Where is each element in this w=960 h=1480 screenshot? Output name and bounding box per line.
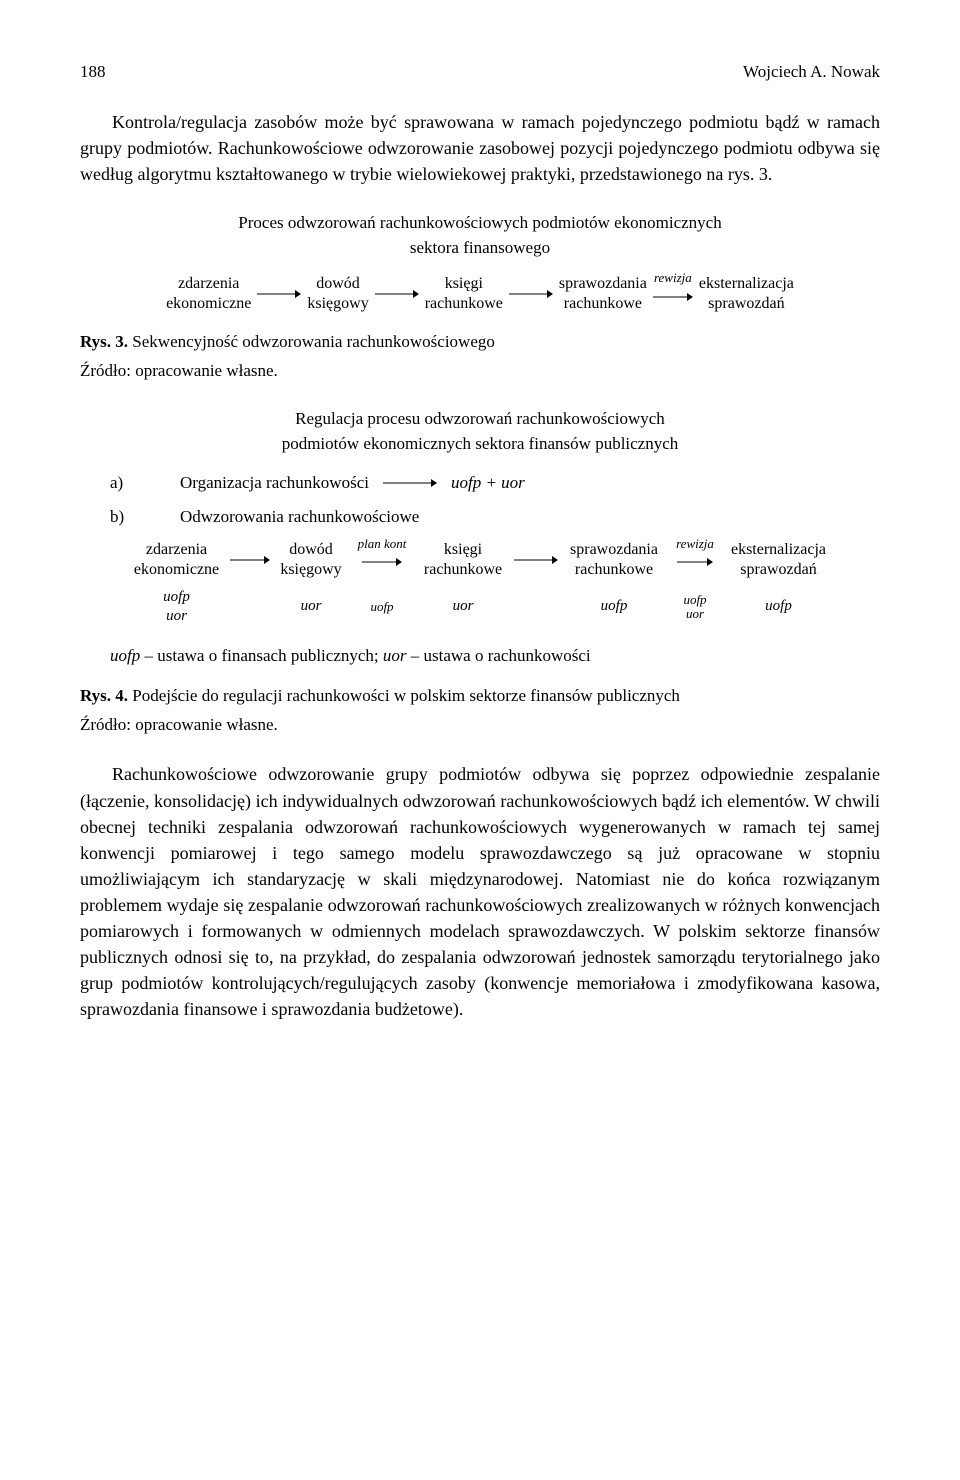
item-a-letter: a) xyxy=(80,471,180,496)
diagram2-legend: uofp – ustawa o finansach publicznych; u… xyxy=(110,644,880,669)
d2-n3-l2: rachunkowe xyxy=(424,561,502,578)
d1-node-events: zdarzenia ekonomiczne xyxy=(166,274,251,314)
legend-uor: uor xyxy=(383,646,407,665)
paragraph-1: Kontrola/regulacja zasobów może być spra… xyxy=(80,109,880,187)
author-name: Wojciech A. Nowak xyxy=(743,60,880,85)
arrow-icon xyxy=(383,478,437,488)
d2-sub1: uofp uor xyxy=(129,588,224,626)
page-number: 188 xyxy=(80,60,106,85)
diagram2-flow-block: zdarzenia ekonomiczne dowód księgowy pla… xyxy=(80,540,880,626)
diagram2-title-line1: Regulacja procesu odwzorowań rachunkowoś… xyxy=(295,409,665,428)
arrow-icon xyxy=(514,555,558,565)
legend-uofp: uofp xyxy=(110,646,140,665)
arrow-icon xyxy=(677,557,713,567)
d1-n1-l2: ekonomiczne xyxy=(166,295,251,312)
d1-n4-l1: sprawozdania xyxy=(559,275,647,292)
d2-sub1-l1: uofp xyxy=(163,589,190,605)
d2-sub45: uofp uor xyxy=(670,593,720,622)
d2-edge-revision: rewizja xyxy=(676,535,714,554)
diagram2-flow: zdarzenia ekonomiczne dowód księgowy pla… xyxy=(80,540,880,580)
d2-n1-l2: ekonomiczne xyxy=(134,561,219,578)
d2-node-events: zdarzenia ekonomiczne xyxy=(129,540,224,580)
figure4-caption-text: Podejście do regulacji rachunkowości w p… xyxy=(132,686,680,705)
arrow-icon xyxy=(257,289,301,299)
diagram1-title-line1: Proces odwzorowań rachunkowościowych pod… xyxy=(238,213,721,232)
d1-node-externalization: eksternalizacja sprawozdań xyxy=(699,274,794,314)
d2-node-ledgers: księgi rachunkowe xyxy=(418,540,508,580)
legend-mid2: – ustawa o rachunkowości xyxy=(407,646,591,665)
figure4-caption: Rys. 4. Podejście do regulacji rachunkow… xyxy=(80,684,880,709)
d1-node-ledgers: księgi rachunkowe xyxy=(425,274,503,314)
d1-n3-l2: rachunkowe xyxy=(425,295,503,312)
d2-sub2: uor xyxy=(276,597,346,616)
item-b-letter: b) xyxy=(80,505,180,530)
d2-n5-l1: eksternalizacja xyxy=(731,541,826,558)
d2-node-document: dowód księgowy xyxy=(276,540,346,580)
d1-node-document: dowód księgowy xyxy=(307,274,368,314)
d2-n2-l2: księgowy xyxy=(280,561,341,578)
d1-n4-l2: rachunkowe xyxy=(564,295,642,312)
arrow-icon xyxy=(653,292,693,302)
figure4-source: Źródło: opracowanie własne. xyxy=(80,713,880,738)
item-a-rhs: uofp + uor xyxy=(451,471,525,496)
diagram2-item-a: a) Organizacja rachunkowości uofp + uor xyxy=(80,471,880,496)
arrow-icon xyxy=(509,289,553,299)
d2-sub45-l2: uor xyxy=(686,606,704,621)
d1-n2-l1: dowód xyxy=(316,275,360,292)
figure3-caption: Rys. 3. Sekwencyjność odwzorowania rachu… xyxy=(80,330,880,355)
d2-n1-l1: zdarzenia xyxy=(146,541,207,558)
d2-node-reports: sprawozdania rachunkowe xyxy=(564,540,664,580)
diagram2-title: Regulacja procesu odwzorowań rachunkowoś… xyxy=(80,407,880,456)
legend-mid1: – ustawa o finansach publicznych; xyxy=(140,646,383,665)
d2-n4-l1: sprawozdania xyxy=(570,541,658,558)
d1-edge-revision: rewizja xyxy=(654,269,692,288)
diagram1-title-line2: sektora finansowego xyxy=(410,238,550,257)
diagram2-title-line2: podmiotów ekonomicznych sektora finansów… xyxy=(282,434,679,453)
diagram2-item-b: b) Odwzorowania rachunkowościowe xyxy=(80,505,880,530)
d1-n2-l2: księgowy xyxy=(307,295,368,312)
diagram1-title: Proces odwzorowań rachunkowościowych pod… xyxy=(80,211,880,260)
arrow-icon xyxy=(230,555,270,565)
paragraph-2: Rachunkowościowe odwzorowanie grupy podm… xyxy=(80,761,880,1022)
d2-edge-plan-kont: plan kont xyxy=(358,535,407,554)
arrow-icon xyxy=(375,289,419,299)
d1-n5-l1: eksternalizacja xyxy=(699,275,794,292)
d1-n3-l1: księgi xyxy=(445,275,483,292)
d1-n1-l1: zdarzenia xyxy=(178,275,239,292)
d2-n2-l1: dowód xyxy=(289,541,333,558)
d2-sub23: uofp xyxy=(352,599,412,615)
figure3-label: Rys. 3. xyxy=(80,332,132,351)
item-a-text: Organizacja rachunkowości xyxy=(180,471,369,496)
d1-node-reports: sprawozdania rachunkowe xyxy=(559,274,647,314)
diagram2-subrow: uofp uor uor uofp uor uofp uofp uor uofp xyxy=(80,588,880,626)
d2-sub45-l1: uofp xyxy=(683,592,706,607)
d2-sub4: uofp xyxy=(564,597,664,616)
figure3-source: Źródło: opracowanie własne. xyxy=(80,359,880,384)
d2-node-externalization: eksternalizacja sprawozdań xyxy=(726,540,831,580)
d2-sub3: uor xyxy=(418,597,508,616)
diagram1-flow: zdarzenia ekonomiczne dowód księgowy ksi… xyxy=(80,274,880,314)
figure3-caption-text: Sekwencyjność odwzorowania rachunkowości… xyxy=(132,332,495,351)
d2-sub5: uofp xyxy=(726,597,831,616)
d2-n4-l2: rachunkowe xyxy=(575,561,653,578)
d2-sub1-l2: uor xyxy=(166,608,187,624)
figure4-label: Rys. 4. xyxy=(80,686,132,705)
d2-n5-l2: sprawozdań xyxy=(740,561,816,578)
arrow-icon xyxy=(362,557,402,567)
d2-n3-l1: księgi xyxy=(444,541,482,558)
d1-n5-l2: sprawozdań xyxy=(708,295,784,312)
item-b-text: Odwzorowania rachunkowościowe xyxy=(180,505,419,530)
page-header: 188 Wojciech A. Nowak xyxy=(80,60,880,85)
